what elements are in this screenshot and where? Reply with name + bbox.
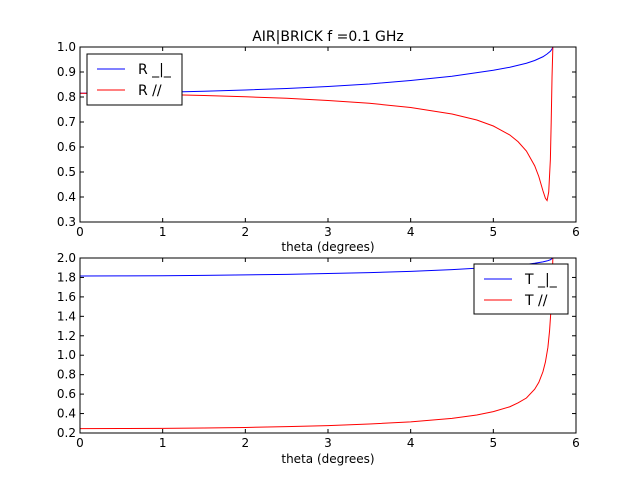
y-tick-label: 0.4 xyxy=(57,190,76,204)
legend-entry-1: T // xyxy=(524,293,548,309)
y-tick-label: 0.7 xyxy=(57,115,76,129)
reflection-chart: AIR|BRICK f =0.1 GHz 0 1 2 3 4 5 6 0.3 0.4 0.5 0.6… xyxy=(57,29,580,254)
x-tick-label: 3 xyxy=(324,225,332,239)
y-tick-label: 1.2 xyxy=(57,329,76,343)
y-tick-label: 1.0 xyxy=(57,40,76,54)
transmission-chart: 0 1 2 3 4 5 6 0.2 0.4 0.6 0.8 1.0 1.2 1.4 1.6 1.8 2.0 th… xyxy=(57,251,580,466)
x-tick-label: 3 xyxy=(324,436,332,450)
series-line-0 xyxy=(79,257,554,277)
y-tick-label: 2.0 xyxy=(57,251,76,265)
x-tick-label: 6 xyxy=(572,225,580,239)
y-tick-label: 0.6 xyxy=(57,140,76,154)
legend-box xyxy=(473,263,569,315)
y-tick-label: 0.5 xyxy=(57,165,76,179)
series-line-1 xyxy=(79,46,554,202)
x-tick-label: 5 xyxy=(490,436,498,450)
x-axis-label: theta (degrees) xyxy=(281,240,374,254)
x-tick-label: 0 xyxy=(76,225,84,239)
series-line-0 xyxy=(79,46,554,94)
y-tick-label: 0.2 xyxy=(57,426,76,440)
legend: T _|_ T // xyxy=(473,263,569,315)
legend-entry-1: R // xyxy=(138,83,162,99)
x-tick-label: 2 xyxy=(242,225,250,239)
x-tick-label: 1 xyxy=(159,436,167,450)
plot-area: 0 1 2 3 4 5 6 0.3 0.4 0.5 0.6 0.7 0.8 0.9 1.0 xyxy=(57,40,580,239)
x-tick-label: 5 xyxy=(490,225,498,239)
y-tick-label: 1.4 xyxy=(57,309,76,323)
legend-entry-0: T _|_ xyxy=(524,272,558,288)
x-tick-label: 4 xyxy=(407,225,415,239)
y-tick-label: 0.4 xyxy=(57,407,76,421)
y-tick-label: 0.3 xyxy=(57,215,76,229)
y-tick-label: 1.8 xyxy=(57,270,76,284)
x-tick-label: 2 xyxy=(242,436,250,450)
chart-title: AIR|BRICK f =0.1 GHz xyxy=(252,29,404,45)
series-line-1 xyxy=(79,257,554,430)
y-tick-label: 0.8 xyxy=(57,368,76,382)
plot-area: 0 1 2 3 4 5 6 0.2 0.4 0.6 0.8 1.0 1.2 1.4 1.6 1.8 2.0 xyxy=(57,251,580,450)
x-tick-label: 0 xyxy=(76,436,84,450)
x-axis-label: theta (degrees) xyxy=(281,452,374,466)
x-tick-label: 4 xyxy=(407,436,415,450)
y-tick-label: 1.0 xyxy=(57,348,76,362)
y-tick-label: 0.6 xyxy=(57,387,76,401)
legend: R _|_ R // xyxy=(86,53,183,106)
legend-box xyxy=(86,53,183,106)
y-tick-label: 0.8 xyxy=(57,90,76,104)
x-tick-label: 6 xyxy=(572,436,580,450)
y-tick-label: 1.6 xyxy=(57,290,76,304)
x-tick-label: 1 xyxy=(159,225,167,239)
y-tick-label: 0.9 xyxy=(57,65,76,79)
legend-entry-0: R _|_ xyxy=(138,62,172,78)
